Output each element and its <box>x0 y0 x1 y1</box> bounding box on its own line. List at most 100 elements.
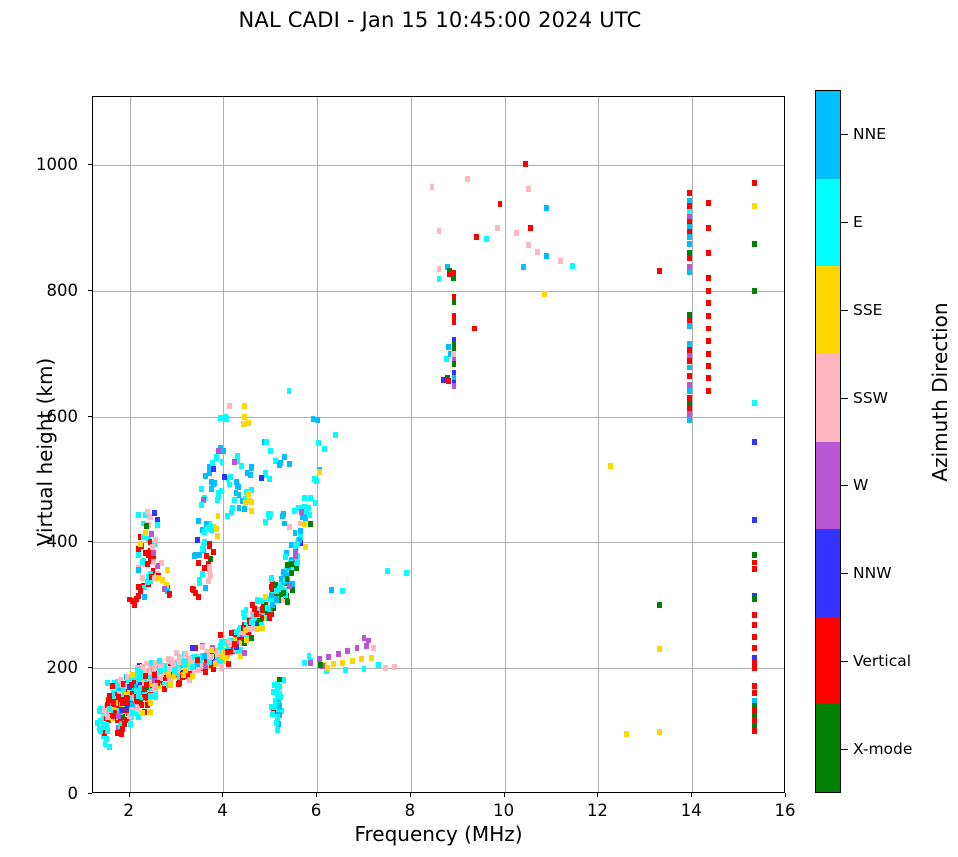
echo-point <box>199 644 205 651</box>
echo-point <box>284 598 290 605</box>
colorbar-label-ssw: SSW <box>853 388 889 407</box>
echo-point <box>210 665 216 672</box>
echo-point <box>687 223 693 230</box>
echo-point <box>167 677 173 684</box>
echo-point <box>161 585 167 592</box>
echo-point <box>260 606 265 613</box>
echo-point <box>687 353 693 360</box>
echo-point <box>143 530 149 536</box>
echo-point <box>687 241 693 248</box>
echo-point <box>120 714 126 721</box>
echo-point <box>243 606 249 613</box>
echo-point <box>269 610 275 617</box>
echo-point <box>751 596 757 602</box>
echo-point <box>153 659 159 666</box>
echo-point <box>230 504 236 511</box>
echo-point <box>199 502 205 509</box>
echo-point <box>687 208 693 215</box>
echo-point <box>152 536 158 543</box>
echo-point <box>751 655 757 662</box>
echo-point <box>751 611 757 618</box>
echo-point <box>284 573 290 580</box>
echo-point <box>202 662 208 669</box>
echo-point <box>259 615 265 622</box>
echo-point <box>279 707 285 714</box>
echo-point <box>148 514 154 521</box>
echo-point <box>166 665 172 672</box>
x-tick-label: 12 <box>586 801 608 820</box>
y-gridline <box>93 290 784 292</box>
echo-point <box>243 626 248 633</box>
echo-point <box>186 671 192 678</box>
echo-point <box>176 681 182 688</box>
echo-point <box>217 631 223 638</box>
echo-point <box>134 672 140 679</box>
echo-point <box>307 512 313 519</box>
echo-point <box>235 453 241 460</box>
echo-point <box>241 403 247 410</box>
echo-point <box>276 461 282 468</box>
echo-point <box>136 592 142 599</box>
echo-point <box>216 448 221 455</box>
echo-point <box>207 556 213 563</box>
echo-point <box>242 650 248 657</box>
echo-point <box>139 689 145 696</box>
colorbar-label-nne: NNE <box>853 124 886 143</box>
echo-point <box>340 660 346 667</box>
echo-point <box>148 685 154 692</box>
echo-point <box>195 656 201 663</box>
echo-point <box>135 705 141 712</box>
echo-point <box>706 363 712 370</box>
echo-point <box>687 228 693 235</box>
echo-point <box>277 676 283 683</box>
echo-point <box>242 496 248 503</box>
echo-point <box>687 268 693 275</box>
echo-point <box>190 667 196 674</box>
echo-point <box>259 475 265 482</box>
echo-point <box>687 411 693 418</box>
echo-point <box>143 693 148 700</box>
echo-point <box>101 721 107 728</box>
echo-point <box>151 686 157 693</box>
echo-point <box>446 271 452 278</box>
echo-point <box>281 589 287 596</box>
echo-point <box>205 577 211 584</box>
echo-point <box>222 473 228 480</box>
echo-point <box>120 686 126 693</box>
echo-point <box>445 374 450 381</box>
echo-point <box>274 726 280 733</box>
echo-point <box>687 255 693 262</box>
echo-point <box>331 661 336 668</box>
echo-point <box>297 520 303 527</box>
echo-point <box>135 691 141 698</box>
echo-point <box>209 646 214 653</box>
echo-point <box>130 701 136 708</box>
echo-point <box>687 198 693 205</box>
echo-point <box>656 729 662 736</box>
echo-point <box>280 676 286 683</box>
echo-point <box>158 668 164 675</box>
echo-point <box>120 699 126 706</box>
x-gridline <box>410 97 412 792</box>
echo-point <box>687 364 693 371</box>
echo-point <box>203 669 209 676</box>
x-tick-label: 2 <box>123 801 134 820</box>
colorbar-segment-e <box>816 178 840 267</box>
echo-point <box>199 663 205 670</box>
echo-point <box>176 654 182 661</box>
x-tick-label: 4 <box>217 801 228 820</box>
echo-point <box>265 610 271 617</box>
echo-point <box>241 630 247 637</box>
echo-point <box>403 569 409 576</box>
colorbar-tick <box>841 221 848 223</box>
echo-point <box>181 659 187 666</box>
echo-point <box>282 554 288 561</box>
echo-point <box>214 455 220 462</box>
echo-point <box>284 576 290 583</box>
echo-point <box>474 234 479 241</box>
echo-point <box>266 511 271 518</box>
echo-point <box>141 667 147 674</box>
echo-point <box>104 701 110 708</box>
echo-point <box>281 454 287 461</box>
echo-point <box>246 498 252 505</box>
